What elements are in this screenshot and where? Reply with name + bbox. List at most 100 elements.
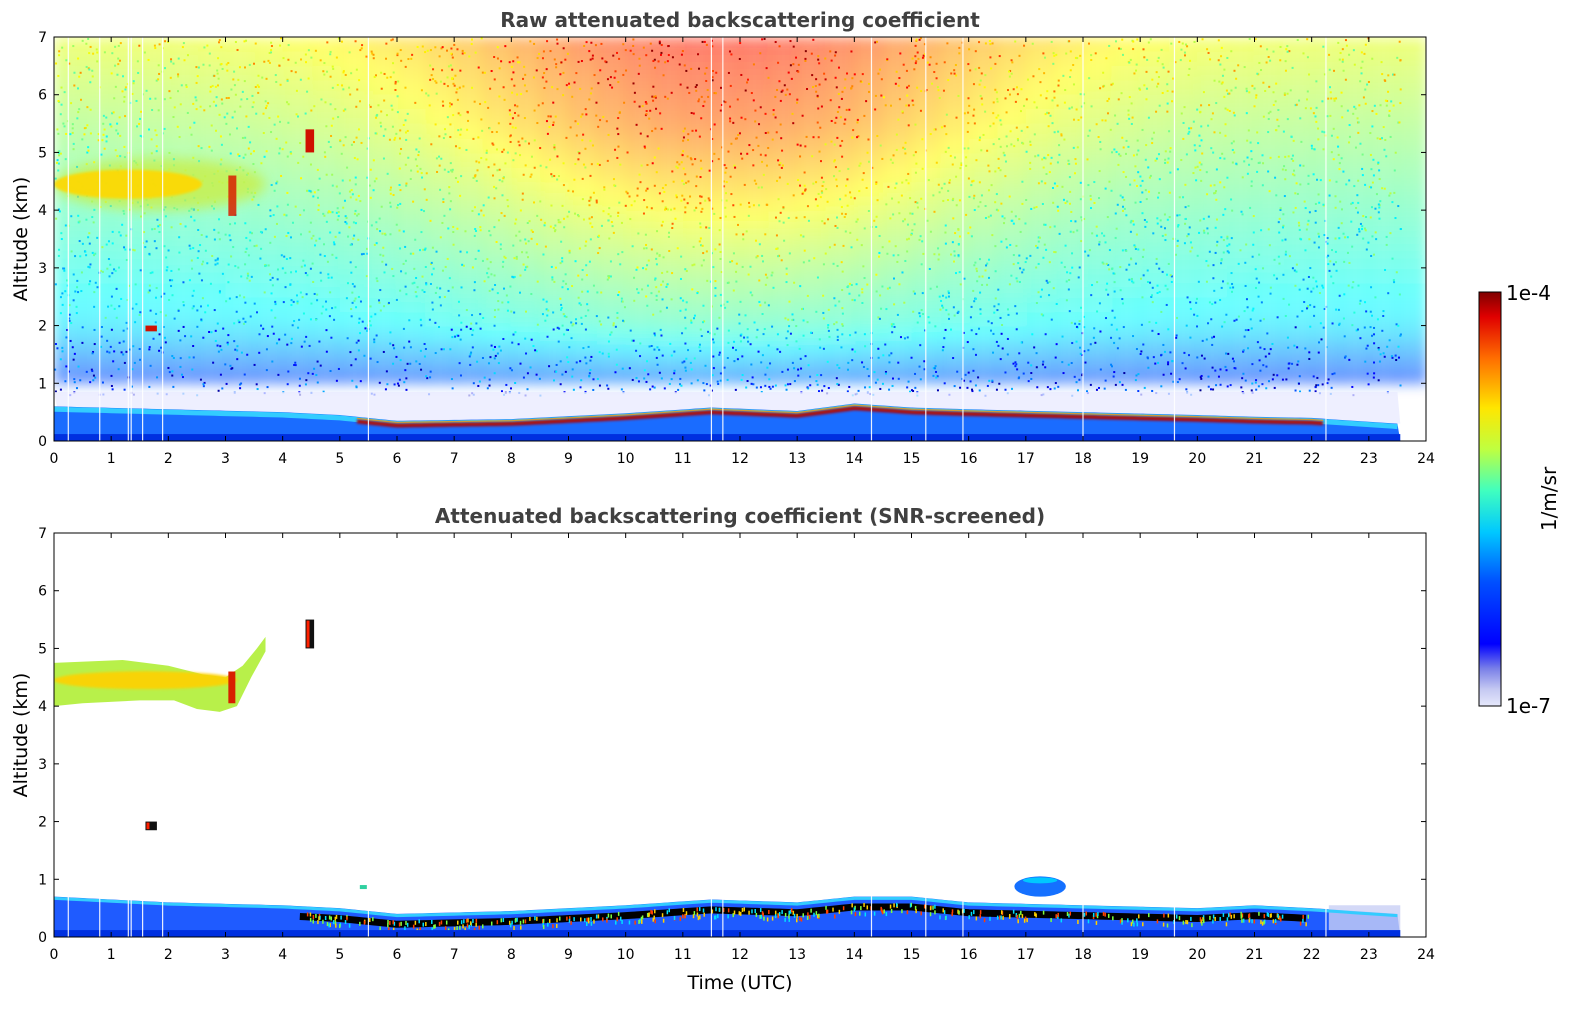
noise-pixel xyxy=(731,260,734,263)
heatmap-cell xyxy=(1225,65,1256,82)
noise-pixel xyxy=(234,265,237,268)
noise-pixel xyxy=(1187,233,1190,236)
noise-pixel xyxy=(568,210,571,213)
noise-pixel xyxy=(829,50,832,53)
noise-pixel xyxy=(878,251,881,254)
noise-pixel xyxy=(1137,390,1140,393)
noise-pixel xyxy=(580,115,583,118)
noise-pixel xyxy=(1308,211,1311,214)
noise-pixel xyxy=(231,116,234,119)
noise-pixel xyxy=(131,92,134,95)
noise-pixel xyxy=(547,115,550,118)
heatmap-cell xyxy=(311,325,341,341)
noise-pixel xyxy=(894,186,897,189)
noise-pixel xyxy=(947,290,950,293)
noise-pixel xyxy=(687,180,690,183)
noise-pixel xyxy=(732,289,735,292)
noise-pixel xyxy=(177,90,180,93)
heatmap-cell xyxy=(625,368,656,385)
noise-pixel xyxy=(287,103,290,106)
heatmap-cell xyxy=(1140,253,1170,269)
noise-pixel xyxy=(289,257,292,260)
noise-pixel xyxy=(215,96,218,99)
heatmap-cell xyxy=(682,51,713,67)
noise-pixel xyxy=(644,146,647,149)
noise-pixel xyxy=(943,125,946,128)
noise-pixel xyxy=(1033,346,1036,349)
heatmap-cell xyxy=(968,210,999,226)
noise-pixel xyxy=(264,264,267,267)
noise-pixel xyxy=(1391,201,1394,204)
noise-pixel xyxy=(757,350,760,353)
heatmap-cell xyxy=(168,37,198,53)
heatmap-cell xyxy=(511,152,541,168)
noise-pixel xyxy=(493,163,496,166)
noise-pixel xyxy=(359,380,362,383)
noise-pixel xyxy=(837,383,840,386)
noise-pixel xyxy=(357,238,360,241)
noise-pixel xyxy=(1065,52,1068,55)
noise-pixel xyxy=(968,195,971,198)
noise-pixel xyxy=(68,313,71,316)
noise-pixel xyxy=(992,122,995,125)
noise-pixel xyxy=(255,244,258,247)
heatmap-cell xyxy=(139,354,170,370)
noise-pixel xyxy=(973,194,976,197)
noise-pixel xyxy=(895,133,898,136)
noise-pixel xyxy=(519,274,522,277)
noise-pixel xyxy=(598,247,601,250)
noise-pixel xyxy=(54,283,57,286)
noise-pixel xyxy=(1112,375,1115,378)
noise-pixel xyxy=(1003,222,1006,225)
noise-pixel xyxy=(1061,185,1064,188)
noise-pixel xyxy=(171,354,174,357)
noise-pixel xyxy=(554,224,557,227)
noise-pixel xyxy=(1055,302,1058,305)
noise-pixel xyxy=(399,247,402,250)
noise-pixel xyxy=(1142,248,1145,251)
noise-pixel xyxy=(1013,145,1016,148)
noise-pixel xyxy=(876,199,879,202)
noise-pixel xyxy=(553,230,556,233)
noise-pixel xyxy=(1037,291,1040,294)
heatmap-cell xyxy=(1111,224,1142,240)
noise-pixel xyxy=(257,74,260,77)
noise-pixel xyxy=(93,208,96,211)
noise-pixel xyxy=(916,321,919,324)
noise-pixel xyxy=(1399,102,1402,105)
noise-pixel xyxy=(116,122,119,125)
noise-pixel xyxy=(812,136,815,139)
noise-pixel xyxy=(235,296,238,299)
noise-pixel xyxy=(1078,320,1081,323)
heatmap-cell xyxy=(82,51,113,67)
noise-pixel xyxy=(1171,100,1174,103)
noise-pixel xyxy=(1291,267,1294,270)
heatmap-cell xyxy=(139,368,170,385)
noise-pixel xyxy=(267,59,270,62)
noise-pixel xyxy=(986,384,989,387)
noise-pixel xyxy=(833,297,836,300)
noise-pixel xyxy=(488,289,491,292)
heatmap-cell xyxy=(339,354,370,370)
noise-pixel xyxy=(345,222,348,225)
noise-pixel xyxy=(701,40,704,43)
noise-pixel xyxy=(531,230,534,233)
noise-pixel xyxy=(1042,256,1045,259)
noise-pixel xyxy=(651,95,654,98)
noise-pixel xyxy=(442,201,445,204)
noise-pixel xyxy=(1107,293,1110,296)
noise-pixel xyxy=(316,293,319,296)
noise-pixel xyxy=(1351,286,1354,289)
noise-pixel xyxy=(303,264,306,267)
heatmap-cell xyxy=(768,267,799,284)
noise-pixel xyxy=(893,325,896,328)
noise-pixel xyxy=(115,316,118,319)
noise-pixel xyxy=(957,94,960,97)
noise-pixel xyxy=(785,281,788,284)
noise-pixel xyxy=(409,252,412,255)
heatmap-cell xyxy=(139,224,170,240)
heatmap-cell xyxy=(882,94,913,111)
noise-pixel xyxy=(1302,278,1305,281)
noise-pixel xyxy=(833,243,836,246)
noise-pixel xyxy=(287,121,290,124)
